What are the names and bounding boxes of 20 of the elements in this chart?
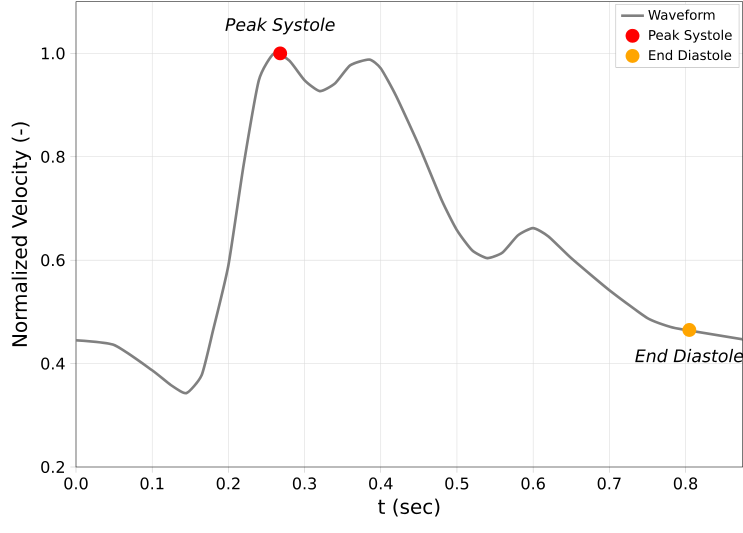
legend-label: End Diastole (649, 50, 732, 60)
x-tick-label: 0.0 (64, 477, 88, 490)
y-tick-label: 0.8 (41, 150, 64, 163)
y-axis-title: Normalized Velocity (-) (12, 122, 31, 346)
x-tick-label: 0.1 (140, 477, 164, 490)
x-tick-label: 0.4 (369, 477, 393, 490)
x-tick-label: 0.3 (292, 477, 316, 490)
x-tick-label: 0.6 (521, 477, 545, 490)
y-tick-label: 1.0 (42, 47, 65, 60)
x-tick-label: 0.8 (674, 477, 698, 490)
x-tick-label: 0.5 (445, 477, 468, 490)
x-tick-label: 0.7 (598, 477, 621, 490)
y-tick-label: 0.6 (41, 254, 65, 266)
legend-label: Waveform (648, 10, 714, 20)
legend-label: Peak Systole (649, 30, 732, 43)
y-tick-label: 0.2 (41, 460, 64, 474)
x-tick-label: 0.2 (216, 477, 240, 490)
annotation: Peak Systole (225, 18, 335, 34)
y-tick-label: 0.4 (41, 358, 65, 370)
x-axis-title: t (sec) (378, 498, 440, 516)
